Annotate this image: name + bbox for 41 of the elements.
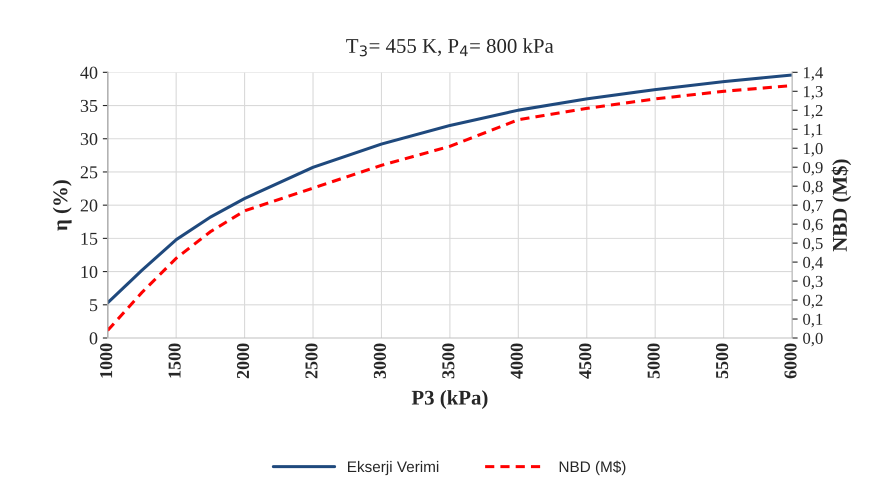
x-tick-label: 5000	[648, 344, 660, 378]
legend-label: NBD (M$)	[560, 460, 626, 476]
y-tick-label: 35	[80, 100, 98, 112]
y2-tick-label: 1,4	[804, 67, 824, 81]
x-tick-label: 3500	[442, 344, 454, 378]
x-tick-label: 2500	[305, 344, 318, 378]
x-tick-label: 2000	[236, 344, 250, 378]
x-tick-label: 1000	[100, 344, 112, 378]
y2-tick-label: 1,2	[804, 105, 822, 119]
y2-tick-label: 0,3	[803, 276, 823, 290]
y2-tick-label: 0,2	[803, 294, 822, 308]
x-tick-label: 1500	[168, 344, 181, 378]
y-tick-label: 5	[90, 299, 98, 312]
y-tick-label: 10	[82, 266, 98, 278]
x-tick-label: 5500	[716, 344, 728, 378]
y-axis-title: η (%)	[52, 180, 72, 231]
y-tick-label: 25	[80, 166, 98, 178]
y2-tick-label: 0,1	[803, 314, 822, 328]
y2-tick-label: 0,8	[803, 180, 823, 195]
x-tick-label: 4000	[510, 344, 523, 379]
x-tick-label: 4500	[579, 344, 592, 379]
y2-tick-label: 0,9	[803, 162, 823, 176]
x-axis-title: P3 (kPa)	[412, 390, 488, 409]
y2-axis-title: NBD (M$)	[832, 160, 852, 252]
x-tick-label: 3000	[374, 344, 386, 378]
y2-tick-label: 1,3	[804, 86, 823, 100]
y-tick-label: 20	[80, 199, 98, 212]
y2-tick-label: 0,4	[803, 256, 824, 270]
y-tick-label: 30	[80, 133, 98, 146]
y2-tick-label: 0,6	[803, 218, 823, 232]
x-tick-label: 6000	[784, 344, 797, 378]
y2-tick-label: 1,0	[804, 142, 823, 157]
y-tick-label: 0	[90, 332, 98, 344]
y2-tick-label: 0,7	[803, 200, 823, 214]
y-tick-label: 15	[82, 232, 98, 245]
y-tick-label: 40	[80, 66, 98, 79]
y2-tick-label: 0,0	[803, 332, 823, 346]
legend-label: Ekserji Verimi	[348, 460, 438, 476]
y2-tick-label: 0,5	[803, 238, 823, 252]
y2-tick-label: 1,1	[804, 124, 822, 138]
chart-title: T$_{3}$= 455 K, P$_{4}$= 800 kPa	[346, 38, 554, 56]
